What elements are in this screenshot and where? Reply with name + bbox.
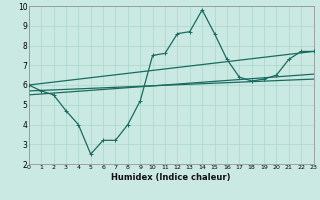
X-axis label: Humidex (Indice chaleur): Humidex (Indice chaleur) <box>111 173 231 182</box>
